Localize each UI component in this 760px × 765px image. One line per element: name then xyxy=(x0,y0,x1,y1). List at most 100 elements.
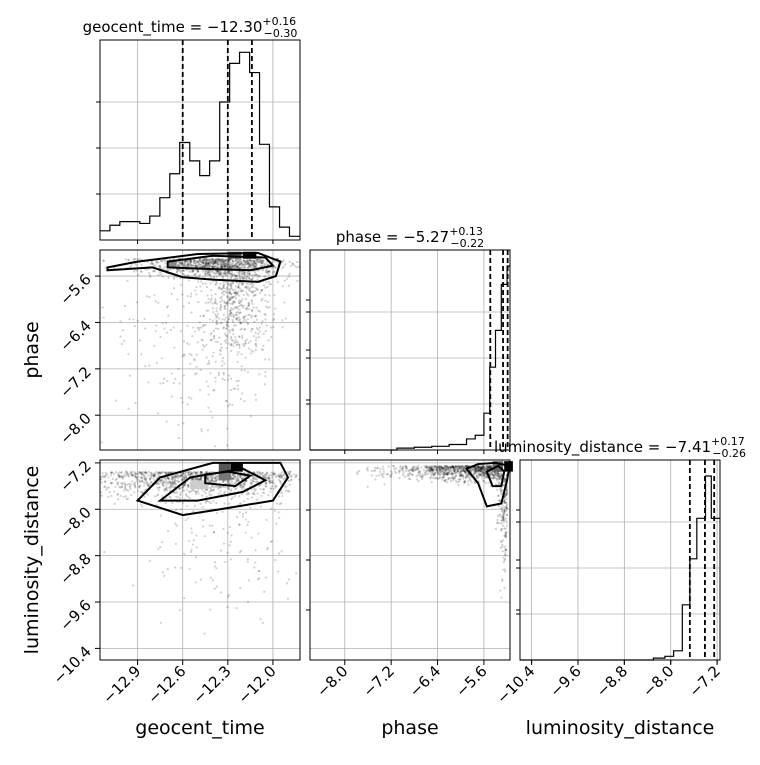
sample-point xyxy=(229,311,232,314)
sample-point xyxy=(204,262,208,265)
sample-point xyxy=(174,377,177,381)
sample-point xyxy=(259,472,263,475)
sample-point xyxy=(277,495,281,498)
sample-point xyxy=(110,471,113,474)
sample-point xyxy=(214,380,217,383)
sample-point xyxy=(145,482,148,485)
sample-point xyxy=(230,343,233,346)
sample-point xyxy=(191,478,194,481)
sample-point xyxy=(256,470,259,474)
sample-point xyxy=(134,476,137,479)
sample-point xyxy=(382,468,385,471)
sample-point xyxy=(165,487,168,490)
sample-point xyxy=(179,475,183,478)
sample-point xyxy=(297,478,301,481)
panel-phase-phase xyxy=(306,249,511,451)
sample-point xyxy=(130,472,133,475)
sample-point xyxy=(246,371,250,374)
sample-point xyxy=(128,266,131,269)
sample-point xyxy=(239,311,242,314)
sample-point xyxy=(433,477,437,480)
sample-point xyxy=(116,483,120,486)
sample-point xyxy=(239,321,243,324)
sample-point xyxy=(239,328,242,331)
sample-point xyxy=(201,264,205,267)
sample-point xyxy=(258,577,261,580)
y-tick-label: −10.4 xyxy=(50,643,95,688)
sample-point xyxy=(240,477,243,480)
sample-point xyxy=(213,261,217,264)
sample-point xyxy=(167,530,170,533)
sample-point xyxy=(265,271,269,275)
sample-point xyxy=(250,314,253,318)
sample-point xyxy=(207,259,210,262)
sample-point xyxy=(120,471,123,474)
sample-point xyxy=(441,466,445,469)
sample-point xyxy=(225,324,229,327)
sample-point xyxy=(227,317,231,321)
sample-point xyxy=(251,260,255,263)
sample-point xyxy=(218,307,222,310)
sample-point xyxy=(227,262,230,265)
sample-point xyxy=(261,260,264,263)
sample-point xyxy=(144,327,147,330)
sample-point xyxy=(240,321,243,325)
sample-point xyxy=(138,471,141,474)
sample-point xyxy=(255,306,258,309)
sample-point xyxy=(232,300,236,303)
sample-point xyxy=(246,261,250,264)
sample-point xyxy=(296,279,299,283)
sample-point xyxy=(256,481,259,484)
sample-point xyxy=(479,467,482,470)
sample-point xyxy=(231,328,235,331)
sample-point xyxy=(250,327,253,330)
sample-point xyxy=(244,285,247,289)
sample-point xyxy=(127,258,130,261)
sample-point xyxy=(126,473,130,476)
sample-point xyxy=(187,473,190,477)
sample-point xyxy=(234,277,237,280)
sample-point xyxy=(229,265,232,268)
sample-point xyxy=(193,259,196,262)
sample-point xyxy=(149,481,153,484)
sample-point xyxy=(246,285,249,288)
sample-point xyxy=(189,259,192,262)
sample-point xyxy=(491,472,494,476)
sample-point xyxy=(212,266,215,269)
sample-point xyxy=(279,479,282,483)
sample-point xyxy=(189,295,193,298)
sample-point xyxy=(117,476,120,479)
sample-point xyxy=(230,312,233,315)
sample-point xyxy=(451,464,454,468)
sample-point xyxy=(152,474,155,478)
sample-point xyxy=(152,474,155,477)
sample-point xyxy=(194,289,197,292)
sample-point xyxy=(283,485,286,488)
sample-point xyxy=(435,476,439,480)
sample-point xyxy=(273,294,276,297)
sample-point xyxy=(231,288,235,292)
sample-point xyxy=(238,273,241,276)
sample-point xyxy=(213,561,217,564)
sample-point xyxy=(264,473,267,476)
sample-point xyxy=(228,272,231,275)
sample-point xyxy=(252,350,255,353)
sample-point xyxy=(241,272,244,275)
sample-point xyxy=(425,466,428,469)
sample-point xyxy=(150,481,153,484)
sample-point xyxy=(101,474,105,478)
sample-point xyxy=(156,486,159,489)
sample-point xyxy=(221,510,224,514)
sample-point xyxy=(222,262,225,265)
sample-point xyxy=(225,301,228,304)
sample-point xyxy=(241,515,245,518)
sample-point xyxy=(209,372,212,375)
sample-point xyxy=(452,466,456,469)
sample-point xyxy=(222,272,225,275)
sample-point xyxy=(246,318,249,321)
sample-point xyxy=(180,479,183,482)
sample-point xyxy=(503,586,506,589)
sample-point xyxy=(246,266,249,270)
sample-point xyxy=(206,270,210,273)
sample-point xyxy=(215,501,218,505)
